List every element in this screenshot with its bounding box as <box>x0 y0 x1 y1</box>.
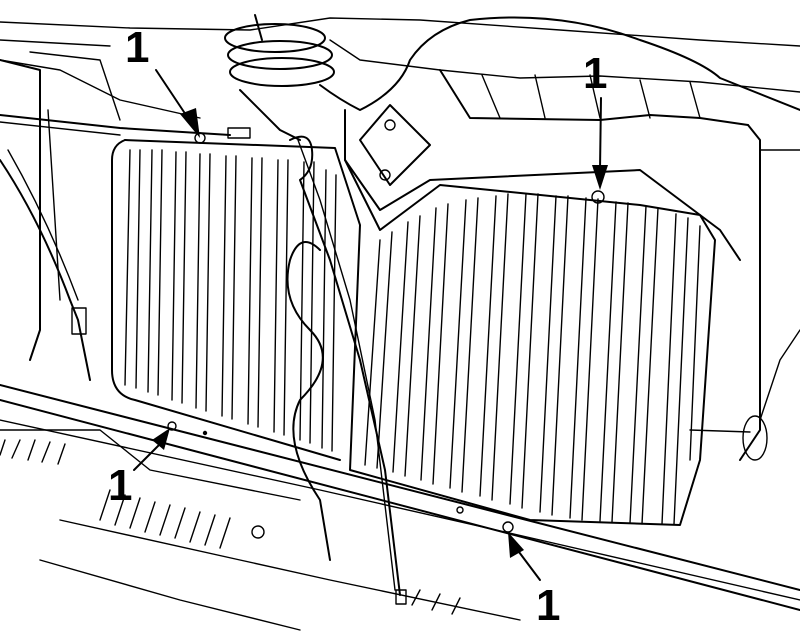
heater-grid-panel <box>111 139 716 526</box>
callout-arrow <box>508 532 524 558</box>
fastener-bottom-left <box>167 421 177 431</box>
fastener-top-left <box>194 132 206 144</box>
wiring-harness <box>0 14 800 605</box>
callout-top-left: 1 <box>125 23 200 138</box>
panel-ribs-right <box>364 193 701 525</box>
fastener-bottom-right <box>502 521 514 533</box>
callout-label: 1 <box>583 49 607 98</box>
callout-arrow <box>152 428 170 450</box>
fastener-holes <box>167 132 605 533</box>
vehicle-body-structure <box>0 17 800 631</box>
callout-label: 1 <box>125 23 149 72</box>
callout-arrow <box>180 108 200 138</box>
callout-bottom-left: 1 <box>108 428 170 510</box>
callout-bottom-right: 1 <box>508 532 560 630</box>
callout-top-right: 1 <box>583 49 608 190</box>
fastener-top-right <box>591 190 605 204</box>
callout-label: 1 <box>536 581 560 630</box>
panel-ribs-left <box>124 149 337 452</box>
callout-arrow <box>592 165 608 190</box>
callout-label: 1 <box>108 461 132 510</box>
